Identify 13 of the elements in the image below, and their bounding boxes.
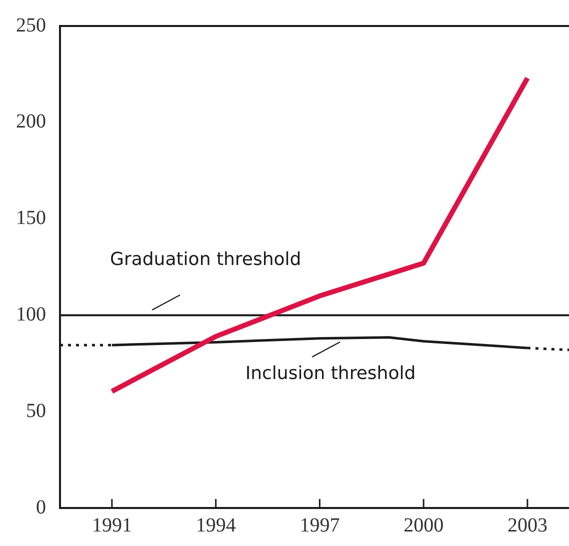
y-tick-label: 0 bbox=[36, 496, 46, 518]
y-tick-label: 150 bbox=[16, 207, 46, 230]
x-tick-label: 1991 bbox=[92, 514, 132, 536]
y-tick-label: 250 bbox=[16, 14, 46, 36]
annotation: Inclusion threshold bbox=[245, 362, 416, 384]
x-tick-label: 2003 bbox=[507, 514, 548, 536]
x-tick-label: 2000 bbox=[404, 514, 444, 536]
ref-line-label: Graduation threshold bbox=[110, 249, 302, 270]
y-tick-label: 200 bbox=[16, 110, 46, 133]
x-tick-label: 1997 bbox=[300, 514, 340, 536]
y-tick-label: 50 bbox=[26, 400, 46, 422]
y-tick-label: 100 bbox=[16, 303, 46, 326]
x-tick-label: 1994 bbox=[196, 514, 236, 536]
